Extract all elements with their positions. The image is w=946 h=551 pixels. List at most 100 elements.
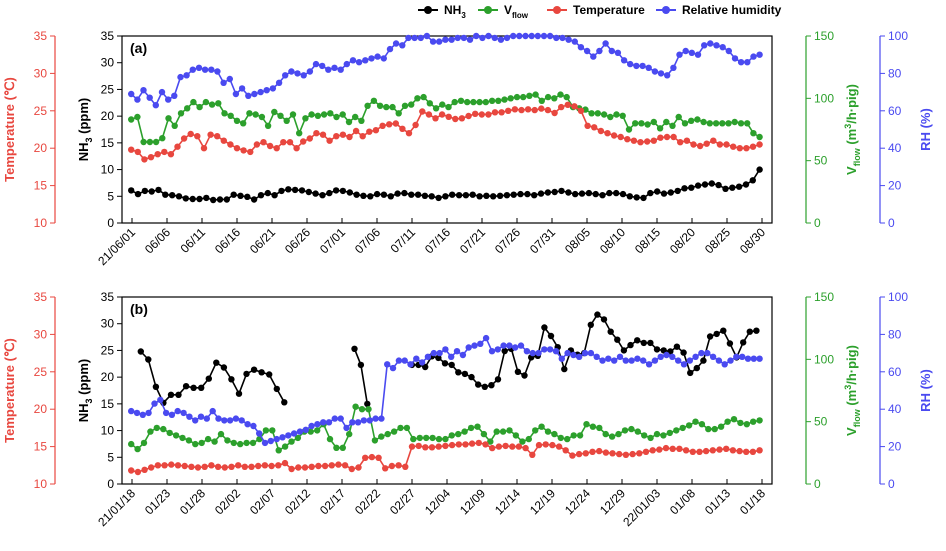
data-point bbox=[629, 450, 636, 458]
data-point bbox=[349, 57, 357, 64]
data-point bbox=[680, 349, 687, 356]
series-vflow bbox=[128, 91, 763, 146]
data-point bbox=[364, 400, 371, 408]
data-point bbox=[756, 166, 763, 173]
data-point bbox=[563, 93, 570, 101]
data-point bbox=[335, 461, 342, 468]
tick-label-temperature: 35 bbox=[34, 290, 48, 304]
x-tick-label: 22/01/03 bbox=[620, 486, 663, 529]
data-point bbox=[169, 192, 176, 199]
data-point bbox=[278, 187, 285, 195]
data-point bbox=[428, 193, 435, 200]
data-point bbox=[641, 432, 648, 439]
data-point bbox=[756, 51, 763, 58]
data-point bbox=[723, 445, 730, 452]
data-point bbox=[506, 342, 513, 349]
data-point bbox=[395, 357, 403, 364]
tick-label-nh3: 5 bbox=[107, 450, 114, 464]
data-point bbox=[677, 139, 684, 146]
data-point bbox=[673, 343, 681, 350]
tick-label-vflow: 50 bbox=[814, 154, 828, 168]
data-point bbox=[448, 361, 455, 369]
data-point bbox=[232, 90, 240, 98]
data-point bbox=[542, 441, 549, 448]
data-point bbox=[423, 32, 431, 40]
series-temperature bbox=[128, 101, 763, 163]
data-point bbox=[196, 195, 203, 203]
data-point bbox=[215, 100, 222, 107]
data-point bbox=[244, 421, 251, 428]
data-point bbox=[645, 361, 653, 368]
data-point bbox=[160, 425, 167, 433]
data-point bbox=[359, 133, 366, 140]
data-point bbox=[319, 192, 326, 199]
data-point bbox=[705, 425, 712, 433]
series-relative-humidity bbox=[128, 32, 763, 109]
data-point bbox=[507, 95, 514, 102]
x-tick-label: 06/06 bbox=[142, 225, 173, 256]
data-point bbox=[184, 105, 191, 112]
data-point bbox=[162, 191, 169, 198]
data-point bbox=[617, 133, 624, 141]
data-point bbox=[355, 464, 362, 471]
data-point bbox=[535, 441, 543, 449]
data-point bbox=[756, 447, 763, 454]
data-point bbox=[215, 415, 222, 422]
data-point bbox=[390, 428, 398, 435]
data-point bbox=[557, 434, 564, 442]
data-point bbox=[756, 355, 763, 362]
data-point bbox=[589, 448, 596, 455]
data-point bbox=[266, 142, 274, 150]
data-point bbox=[656, 125, 664, 132]
data-point bbox=[294, 70, 301, 77]
data-point bbox=[346, 133, 353, 141]
data-point bbox=[711, 425, 718, 433]
data-point bbox=[214, 463, 222, 470]
data-point bbox=[716, 141, 724, 148]
data-point bbox=[306, 135, 313, 142]
data-point bbox=[333, 444, 340, 451]
data-point bbox=[343, 424, 350, 432]
data-point bbox=[171, 92, 178, 100]
data-point bbox=[147, 428, 154, 435]
data-point bbox=[569, 452, 576, 459]
data-point bbox=[639, 62, 646, 70]
data-point bbox=[694, 116, 701, 123]
data-point bbox=[596, 424, 603, 432]
data-point bbox=[228, 376, 235, 383]
data-point bbox=[551, 430, 558, 438]
y-axis-rh: 0 20 40 60 80 100 bbox=[879, 290, 908, 491]
data-point bbox=[152, 138, 160, 146]
data-point bbox=[660, 432, 667, 439]
data-point bbox=[602, 40, 609, 47]
data-point bbox=[698, 349, 705, 357]
x-tick-label: 07/26 bbox=[492, 225, 523, 256]
data-point bbox=[682, 447, 690, 454]
data-point bbox=[589, 423, 597, 430]
data-point bbox=[308, 111, 315, 118]
data-point bbox=[607, 113, 614, 121]
plot-frame bbox=[121, 296, 773, 485]
data-point bbox=[744, 59, 751, 66]
data-point bbox=[174, 407, 181, 415]
data-point bbox=[544, 106, 552, 114]
data-point bbox=[719, 120, 726, 127]
x-tick-label: 01/18 bbox=[737, 486, 768, 517]
data-point bbox=[128, 467, 135, 474]
data-point bbox=[676, 51, 683, 58]
data-point bbox=[333, 133, 340, 140]
data-point bbox=[285, 186, 292, 193]
data-point bbox=[258, 113, 266, 121]
data-point bbox=[660, 190, 668, 197]
data-point bbox=[696, 448, 703, 455]
data-point bbox=[269, 85, 277, 92]
data-point bbox=[384, 361, 391, 368]
data-point bbox=[523, 348, 531, 355]
data-point bbox=[238, 85, 246, 92]
data-point bbox=[367, 193, 374, 200]
x-tick-label: 12/04 bbox=[422, 486, 453, 517]
data-point bbox=[673, 427, 680, 434]
data-point bbox=[694, 51, 702, 58]
data-point bbox=[214, 133, 221, 140]
data-point bbox=[675, 113, 682, 121]
